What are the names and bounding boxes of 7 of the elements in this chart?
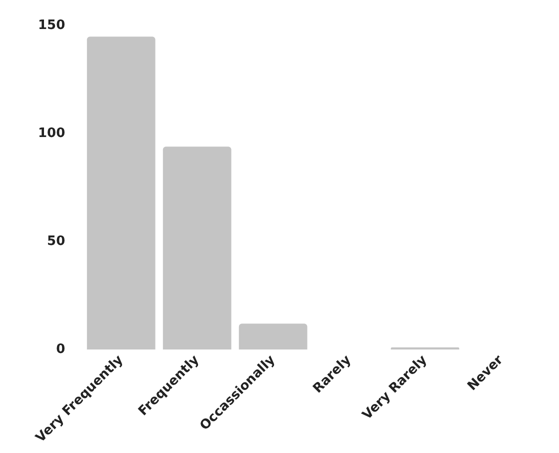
bar bbox=[238, 324, 308, 350]
y-tick-label: 50 bbox=[47, 234, 66, 249]
y-tick-label: 150 bbox=[38, 18, 66, 34]
bar bbox=[162, 146, 232, 350]
bar bbox=[86, 36, 156, 350]
y-tick-label: 0 bbox=[56, 342, 66, 357]
y-tick-label: 100 bbox=[38, 126, 66, 142]
